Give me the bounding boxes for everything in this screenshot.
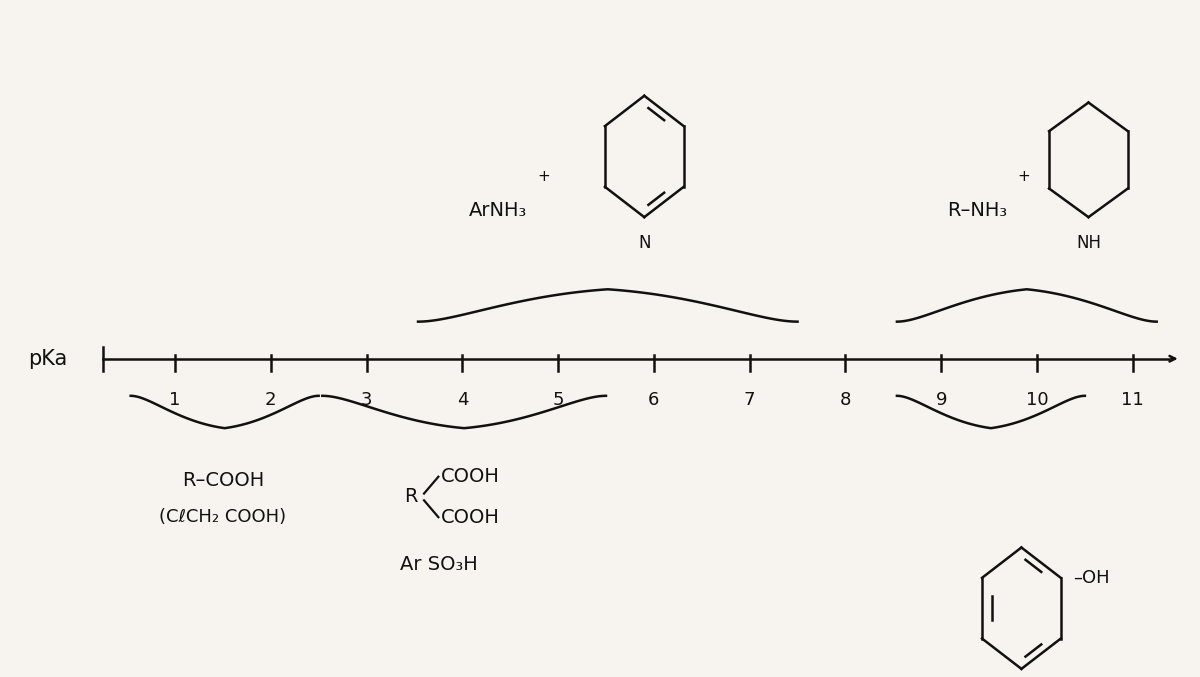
Text: R: R [404,487,418,506]
Text: 2: 2 [265,391,276,409]
Text: +: + [538,169,550,184]
Text: 3: 3 [361,391,372,409]
Text: +: + [1018,169,1030,184]
Text: 10: 10 [1026,391,1049,409]
Text: NH: NH [1076,234,1100,252]
Text: R–COOH: R–COOH [181,471,264,489]
Text: 5: 5 [552,391,564,409]
Text: COOH: COOH [440,508,499,527]
Text: 8: 8 [840,391,851,409]
Text: (CℓCH₂ COOH): (CℓCH₂ COOH) [160,508,287,526]
Text: 4: 4 [456,391,468,409]
Text: R–NH₃: R–NH₃ [947,201,1007,220]
Text: 6: 6 [648,391,660,409]
Text: Ar SO₃H: Ar SO₃H [400,555,478,574]
Text: COOH: COOH [440,467,499,486]
Text: 11: 11 [1121,391,1144,409]
Text: 7: 7 [744,391,756,409]
Text: 1: 1 [169,391,181,409]
Text: N: N [638,234,650,252]
Text: pKa: pKa [28,349,67,369]
Text: 9: 9 [936,391,947,409]
Text: ArNH₃: ArNH₃ [469,201,527,220]
Text: –OH: –OH [1073,569,1110,587]
